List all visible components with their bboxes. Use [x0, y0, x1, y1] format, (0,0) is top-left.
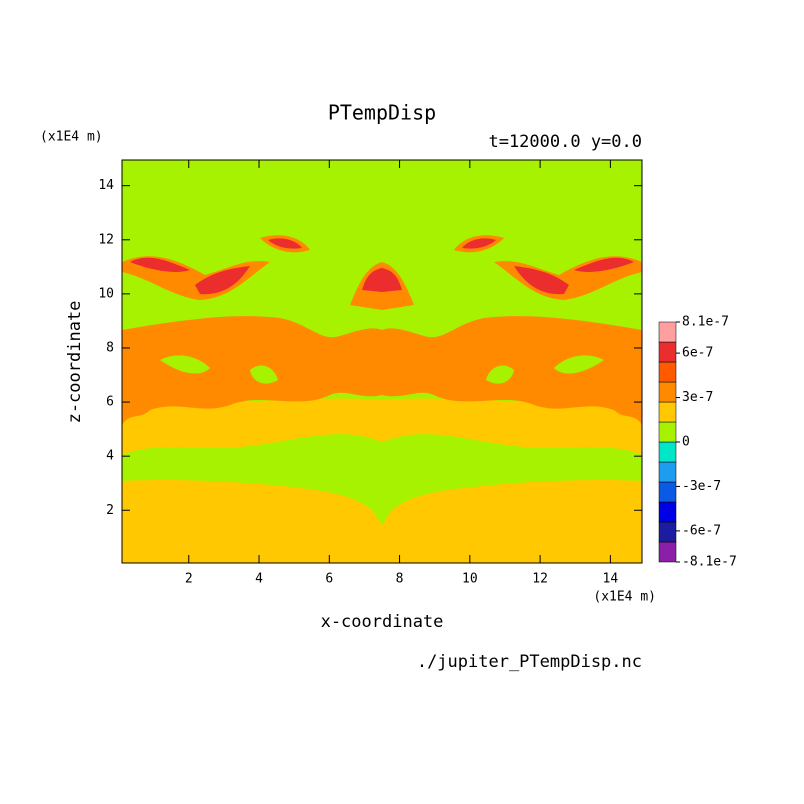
y-tick-label: 10 [98, 286, 114, 301]
colorbar-box [658, 421, 677, 443]
colorbar-tick-label: -8.1e-7 [682, 555, 737, 570]
colorbar-tick-label: 6e-7 [682, 346, 713, 361]
colorbar-box [658, 441, 677, 463]
colorbar-box [658, 401, 677, 423]
chart-subtitle: t=12000.0 y=0.0 [488, 132, 642, 152]
x-tick-label: 8 [396, 572, 404, 587]
colorbar-tick-label: -6e-7 [682, 523, 721, 538]
chart-title: PTempDisp [328, 101, 436, 125]
x-tick-label: 14 [603, 572, 619, 587]
colorbar-box [658, 341, 677, 363]
x-tick-label: 10 [462, 572, 478, 587]
x-tick-label: 6 [325, 572, 333, 587]
y-unit: (x1E4 m) [40, 130, 103, 145]
y-axis-title: z-coordinate [65, 301, 85, 424]
colorbar-tick-label: -3e-7 [682, 479, 721, 494]
x-axis-title: x-coordinate [321, 612, 444, 632]
y-tick-label: 14 [98, 178, 114, 193]
contour-field [122, 160, 642, 563]
x-tick-label: 4 [255, 572, 263, 587]
x-unit: (x1E4 m) [593, 590, 656, 605]
colorbar-box [658, 381, 677, 403]
colorbar-box [658, 321, 677, 343]
plot-frame [121, 159, 643, 564]
colorbar-box [658, 541, 677, 563]
colorbar-box [658, 361, 677, 383]
y-tick-label: 4 [106, 449, 114, 464]
colorbar-box [658, 481, 677, 503]
source-file: ./jupiter_PTempDisp.nc [417, 652, 642, 672]
y-tick-label: 12 [98, 232, 114, 247]
y-tick-label: 6 [106, 395, 114, 410]
colorbar-box [658, 521, 677, 543]
colorbar-tick-label: 8.1e-7 [682, 315, 729, 330]
y-tick-label: 8 [106, 340, 114, 355]
colorbar-box [658, 501, 677, 523]
y-tick-label: 2 [106, 503, 114, 518]
colorbar-tick-label: 3e-7 [682, 390, 713, 405]
x-tick-label: 2 [185, 572, 193, 587]
colorbar-tick-label: 0 [682, 435, 690, 450]
colorbar-box [658, 461, 677, 483]
x-tick-label: 12 [532, 572, 548, 587]
